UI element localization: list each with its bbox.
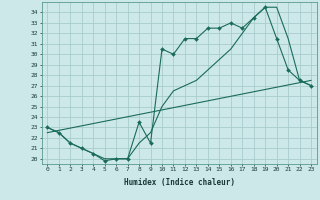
X-axis label: Humidex (Indice chaleur): Humidex (Indice chaleur) <box>124 178 235 187</box>
